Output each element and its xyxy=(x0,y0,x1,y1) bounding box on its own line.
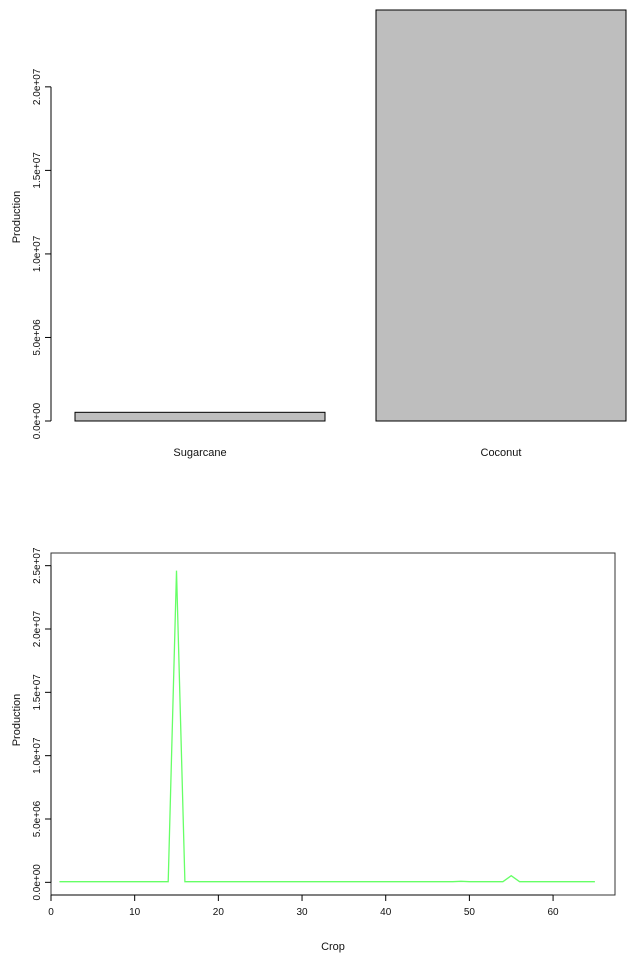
y-tick-label: 1.0e+07 xyxy=(32,737,43,774)
category-label: Sugarcane xyxy=(173,447,226,459)
category-label: Coconut xyxy=(481,447,522,459)
y-axis-title: Production xyxy=(11,191,23,244)
y-tick-label: 1.5e+07 xyxy=(32,152,43,189)
x-axis-title: Crop xyxy=(321,941,345,953)
line-chart: 0 10 20 30 40 50 60 Crop 0.0e+00 5.0e+06 1.0e+07 1.… xyxy=(11,547,616,953)
bar-coconut xyxy=(375,9,627,422)
x-tick-label: 10 xyxy=(129,907,141,918)
bar-chart: Sugarcane Coconut 0.0e+00 5.0e+06 1.0e+07 1.5… xyxy=(11,9,627,459)
y-tick-label: 2.0e+07 xyxy=(32,68,43,105)
y-tick-label: 1.5e+07 xyxy=(32,674,43,711)
y-tick-label: 0.0e+00 xyxy=(32,864,43,901)
plot-box xyxy=(50,552,616,896)
x-tick-label: 30 xyxy=(296,907,308,918)
bar-sugarcane xyxy=(74,411,326,422)
y-tick-label: 2.5e+07 xyxy=(32,547,43,584)
y-tick-label: 2.0e+07 xyxy=(32,610,43,647)
x-tick-label: 50 xyxy=(464,907,476,918)
y-tick-label: 1.0e+07 xyxy=(32,235,43,272)
x-tick-label: 60 xyxy=(548,907,560,918)
y-tick-label: 0.0e+00 xyxy=(32,402,43,439)
x-tick-label: 20 xyxy=(213,907,225,918)
x-tick-label: 40 xyxy=(380,907,392,918)
y-tick-label: 5.0e+06 xyxy=(32,800,43,837)
y-tick-label: 5.0e+06 xyxy=(32,319,43,356)
y-axis-title: Production xyxy=(11,694,23,747)
x-tick-label: 0 xyxy=(48,907,54,918)
series-line xyxy=(59,570,595,883)
